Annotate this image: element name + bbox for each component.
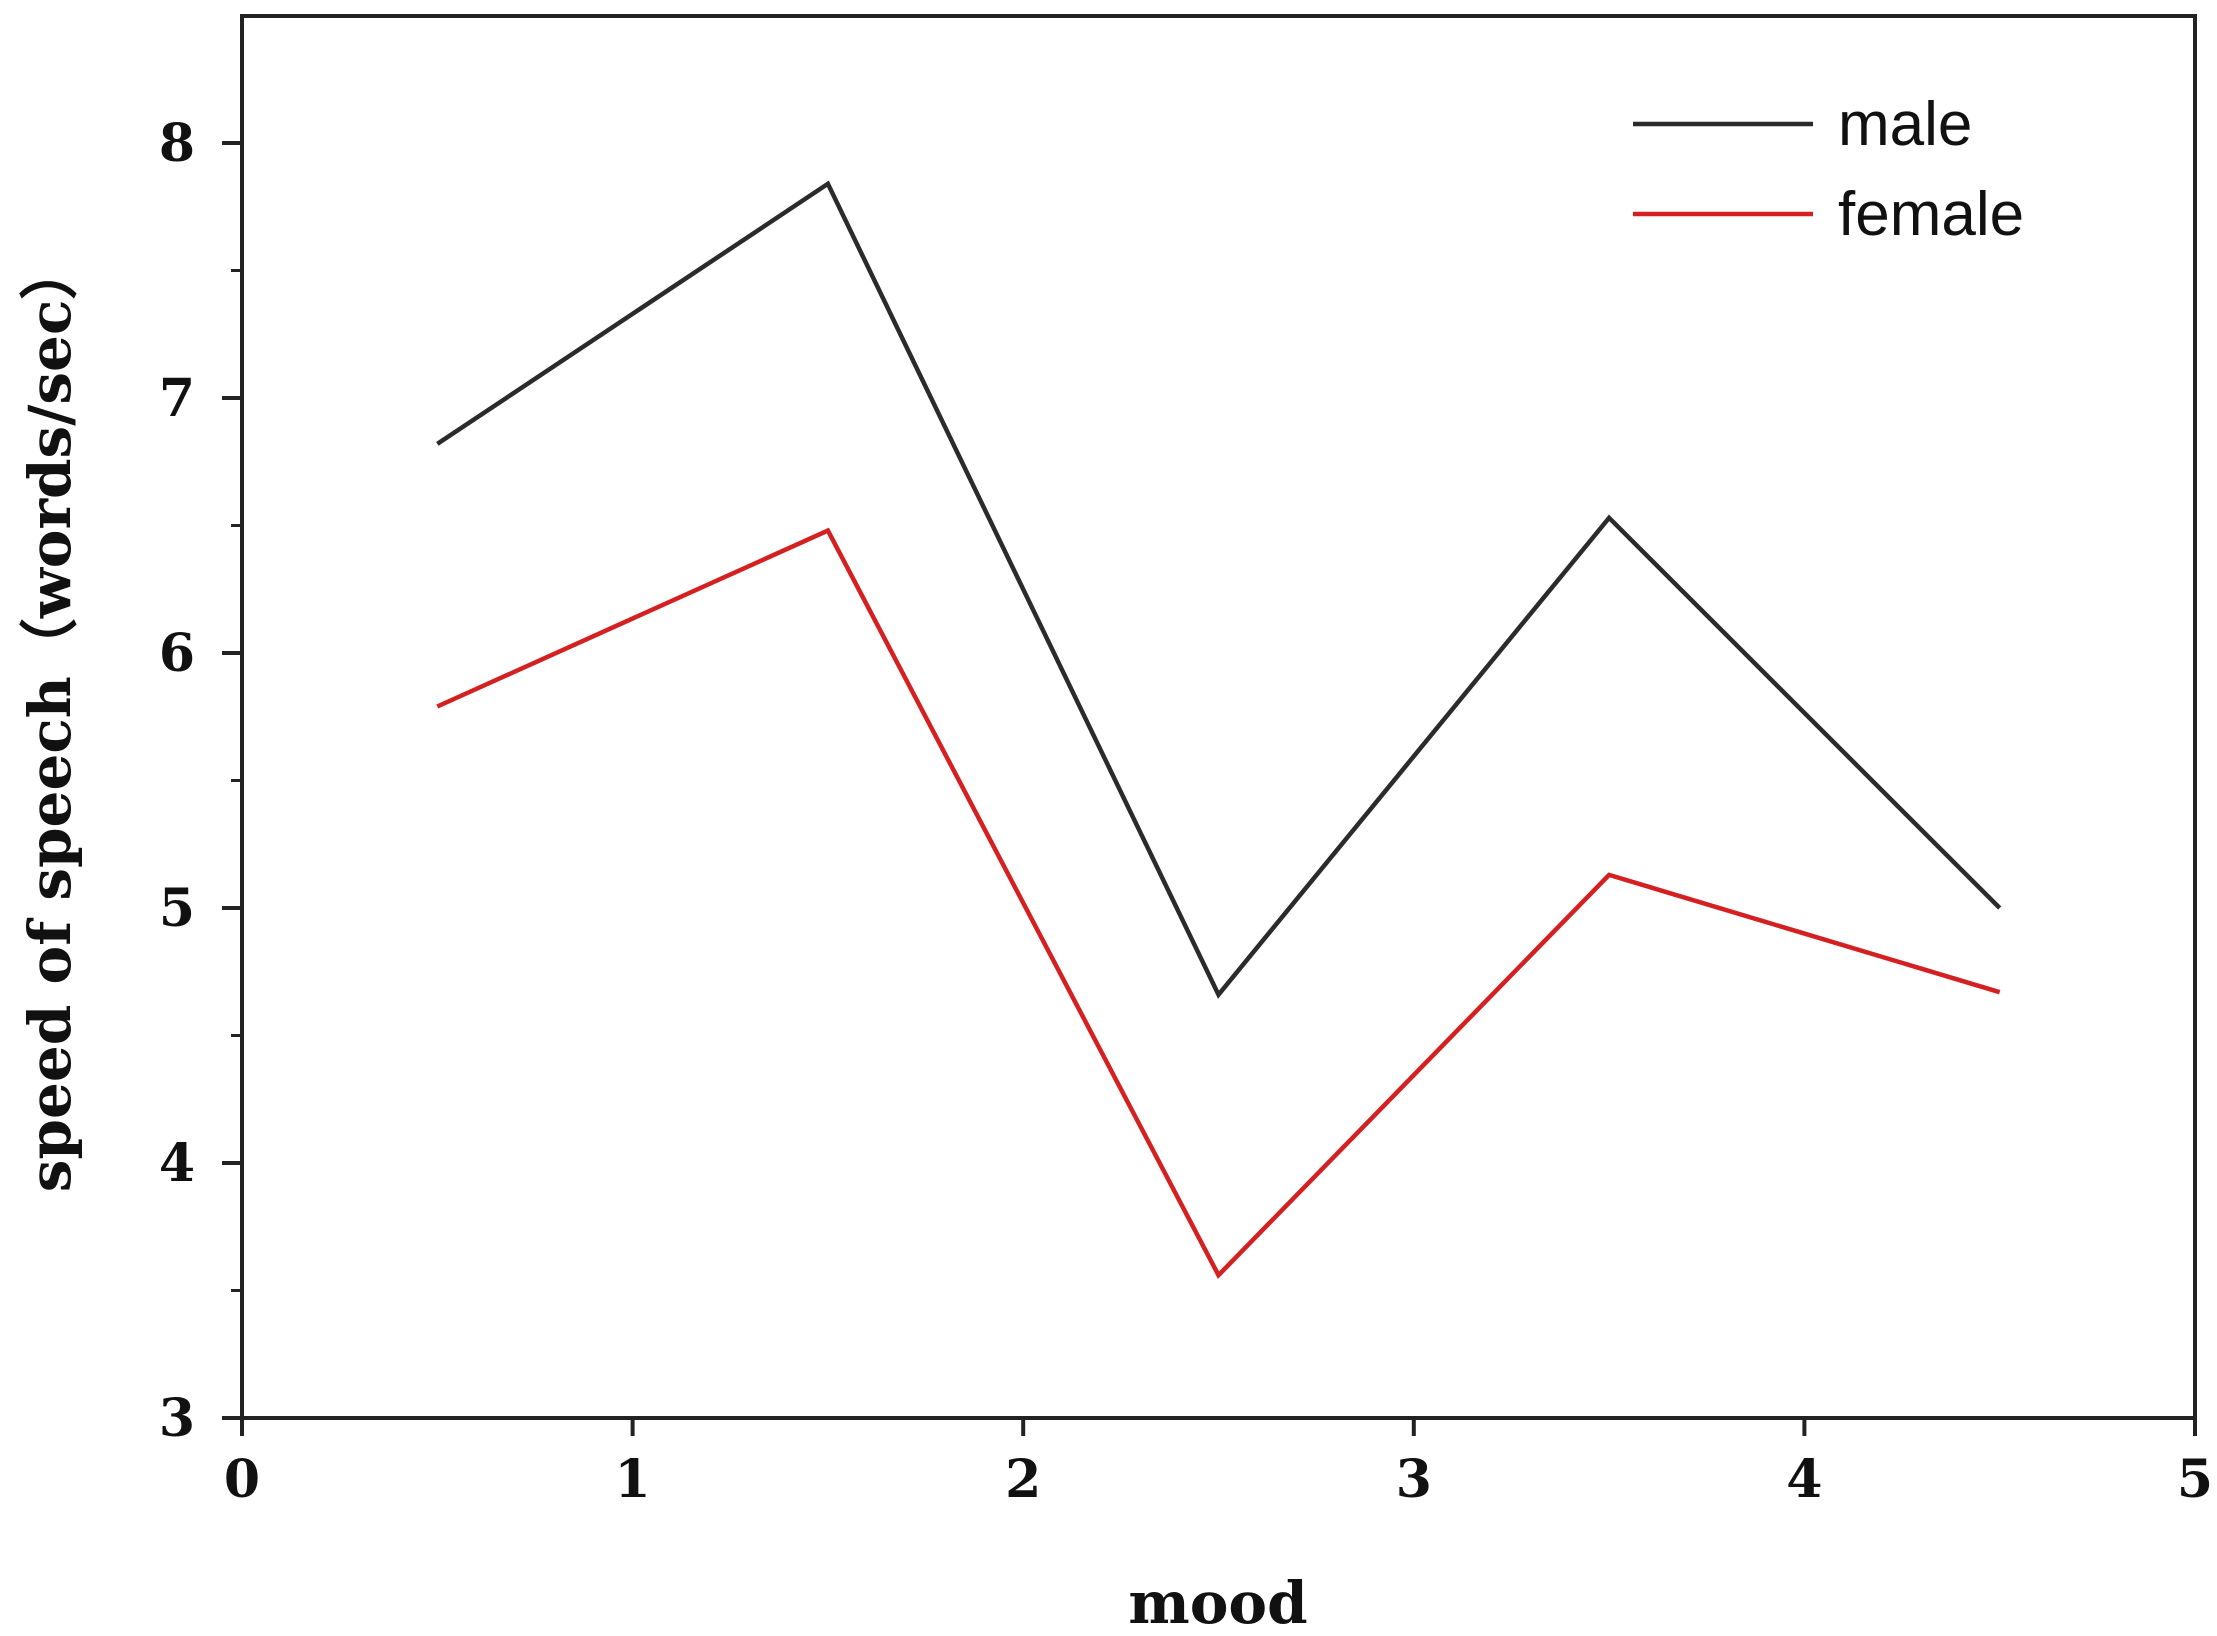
y-tick-label: 7 — [159, 368, 195, 429]
plot-frame — [240, 14, 2197, 1420]
y-tick-label: 3 — [159, 1388, 195, 1449]
series-line-male — [436, 180, 2002, 999]
legend: male female — [1633, 90, 2024, 249]
x-tick-label: 3 — [1396, 1449, 1432, 1510]
legend-label-male: male — [1838, 90, 1972, 159]
x-tick-label: 0 — [224, 1449, 260, 1510]
x-tick-label: 2 — [1005, 1449, 1041, 1510]
y-tick-label: 6 — [159, 623, 195, 684]
y-axis-title: speed of speech（words/sec） — [16, 242, 84, 1193]
y-tick-label: 4 — [159, 1133, 195, 1194]
legend-label-female: female — [1838, 180, 2024, 249]
series-line-female — [436, 527, 2001, 1279]
x-axis-ticks: 0 1 2 3 4 5 — [224, 1418, 2213, 1510]
x-tick-label: 5 — [2177, 1449, 2213, 1510]
y-tick-label: 8 — [159, 113, 195, 174]
x-tick-label: 1 — [615, 1449, 651, 1510]
y-tick-label: 5 — [159, 878, 195, 939]
series-lines — [436, 180, 2002, 1279]
x-tick-label: 4 — [1786, 1449, 1822, 1510]
x-axis-title: mood — [1128, 1569, 1307, 1636]
y-axis-ticks: 3 4 5 6 7 8 — [159, 113, 242, 1449]
